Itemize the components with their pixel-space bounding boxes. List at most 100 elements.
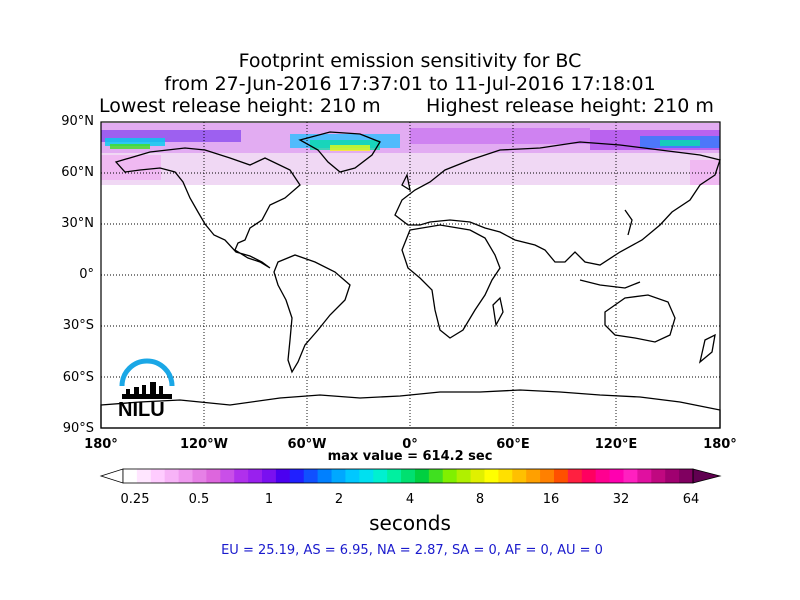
colorbar-segment bbox=[123, 469, 138, 483]
colorbar-segment bbox=[540, 469, 555, 483]
title-line-2: from 27-Jun-2016 17:37:01 to 11-Jul-2016… bbox=[164, 73, 656, 95]
colorbar-extend-high bbox=[692, 468, 722, 484]
coast-south-america bbox=[273, 254, 351, 374]
lat-label-30n: 30°N bbox=[61, 216, 94, 231]
colorbar-tick-3: 2 bbox=[334, 492, 344, 507]
colorbar-segment bbox=[234, 469, 249, 483]
colorbar-tick-6: 16 bbox=[542, 492, 560, 507]
nilu-logo bbox=[119, 358, 175, 399]
colorbar-segment bbox=[262, 469, 277, 483]
colorbar-segment bbox=[359, 469, 374, 483]
lat-label-eq: 0° bbox=[79, 267, 94, 282]
colorbar bbox=[99, 468, 722, 484]
colorbar-segment bbox=[220, 469, 235, 483]
colorbar-segment bbox=[442, 469, 458, 483]
lat-label-90n: 90°N bbox=[61, 114, 94, 129]
colorbar-segment bbox=[192, 469, 207, 483]
coast-antarctica bbox=[100, 389, 721, 429]
field-na-green bbox=[110, 144, 150, 149]
coast-new-zealand bbox=[698, 333, 716, 364]
coast-uk bbox=[401, 173, 411, 192]
field-greenland-hot bbox=[330, 145, 370, 151]
colorbar-segment bbox=[651, 469, 666, 483]
colorbar-segment bbox=[373, 469, 388, 483]
colorbar-segment bbox=[414, 469, 430, 483]
colorbar-segment bbox=[595, 469, 611, 483]
colorbar-tick-1: 0.5 bbox=[188, 492, 210, 507]
coast-australia bbox=[604, 294, 676, 343]
highest-release-height: Highest release height: 210 m bbox=[426, 95, 714, 117]
lon-label-60w: 60°W bbox=[287, 437, 327, 452]
logo-skyline bbox=[122, 382, 172, 399]
coast-indonesia bbox=[579, 279, 641, 289]
coast-greenland bbox=[298, 131, 381, 173]
colorbar-tick-0: 0.25 bbox=[120, 492, 150, 507]
lat-label-60n: 60°N bbox=[61, 165, 94, 180]
field-na-cyan bbox=[105, 138, 165, 146]
colorbar-segment bbox=[553, 469, 569, 483]
colorbar-frame bbox=[122, 468, 694, 484]
title-line-1: Footprint emission sensitivity for BC bbox=[238, 50, 582, 72]
colorbar-tick-2: 1 bbox=[264, 492, 274, 507]
colorbar-segment bbox=[637, 469, 652, 483]
colorbar-segment bbox=[178, 469, 194, 483]
field-kamchatka bbox=[690, 160, 720, 185]
nilu-logo-text: NILU bbox=[118, 399, 165, 421]
coast-africa bbox=[401, 224, 501, 339]
lat-label-60s: 60°S bbox=[62, 370, 94, 385]
coast-madagascar bbox=[492, 296, 504, 328]
colorbar-segment bbox=[679, 469, 694, 483]
lowest-release-height: Lowest release height: 210 m bbox=[99, 95, 381, 117]
colorbar-segment bbox=[526, 469, 541, 483]
colorbar-segment bbox=[470, 469, 485, 483]
colorbar-segment bbox=[428, 469, 444, 483]
lon-label-120e: 120°E bbox=[594, 437, 638, 452]
colorbar-segment bbox=[303, 469, 319, 483]
colorbar-segment bbox=[206, 469, 221, 483]
footprint-field bbox=[101, 123, 720, 185]
colorbar-label: seconds bbox=[369, 511, 451, 535]
lat-label-90s: 90°S bbox=[62, 421, 94, 436]
colorbar-tick-5: 8 bbox=[475, 492, 485, 507]
colorbar-tick-4: 4 bbox=[405, 492, 415, 507]
coast-north-america bbox=[114, 147, 301, 269]
colorbar-segment bbox=[512, 469, 527, 483]
lon-label-0: 0° bbox=[402, 437, 418, 452]
field-siberia-hot bbox=[660, 140, 700, 146]
colorbar-segment bbox=[623, 469, 638, 483]
colorbar-segment bbox=[401, 469, 416, 483]
colorbar-segment bbox=[289, 469, 305, 483]
colorbar-segment bbox=[567, 469, 583, 483]
colorbar-segment bbox=[498, 469, 513, 483]
colorbar-extend-low bbox=[99, 468, 124, 484]
colorbar-segment bbox=[456, 469, 472, 483]
colorbar-segment bbox=[387, 469, 402, 483]
region-summary: EU = 25.19, AS = 6.95, NA = 2.87, SA = 0… bbox=[221, 543, 603, 558]
field-arctic bbox=[410, 128, 590, 144]
colorbar-segment bbox=[331, 469, 346, 483]
lon-label-60e: 60°E bbox=[496, 437, 530, 452]
colorbar-segment bbox=[581, 469, 597, 483]
lon-label-120w: 120°W bbox=[180, 437, 228, 452]
colorbar-segment bbox=[317, 469, 333, 483]
colorbar-segment bbox=[665, 469, 680, 483]
field-alaska bbox=[101, 155, 161, 180]
colorbar-segment bbox=[484, 469, 499, 483]
lat-label-30s: 30°S bbox=[62, 318, 94, 333]
colorbar-segment bbox=[248, 469, 263, 483]
coastlines bbox=[100, 131, 721, 429]
colorbar-segment bbox=[275, 469, 291, 483]
colorbar-tick-8: 64 bbox=[682, 492, 700, 507]
logo-arc bbox=[119, 358, 175, 387]
coast-japan bbox=[624, 209, 633, 236]
colorbar-segment bbox=[609, 469, 624, 483]
lon-label-180e: 180° bbox=[703, 437, 737, 452]
colorbar-segment bbox=[136, 469, 152, 483]
max-value-label: max value = 614.2 sec bbox=[327, 449, 493, 464]
lon-label-180w: 180° bbox=[84, 437, 118, 452]
gridlines bbox=[101, 122, 720, 428]
colorbar-segment bbox=[164, 469, 180, 483]
coast-eurasia bbox=[394, 141, 721, 266]
colorbar-segment bbox=[150, 469, 166, 483]
